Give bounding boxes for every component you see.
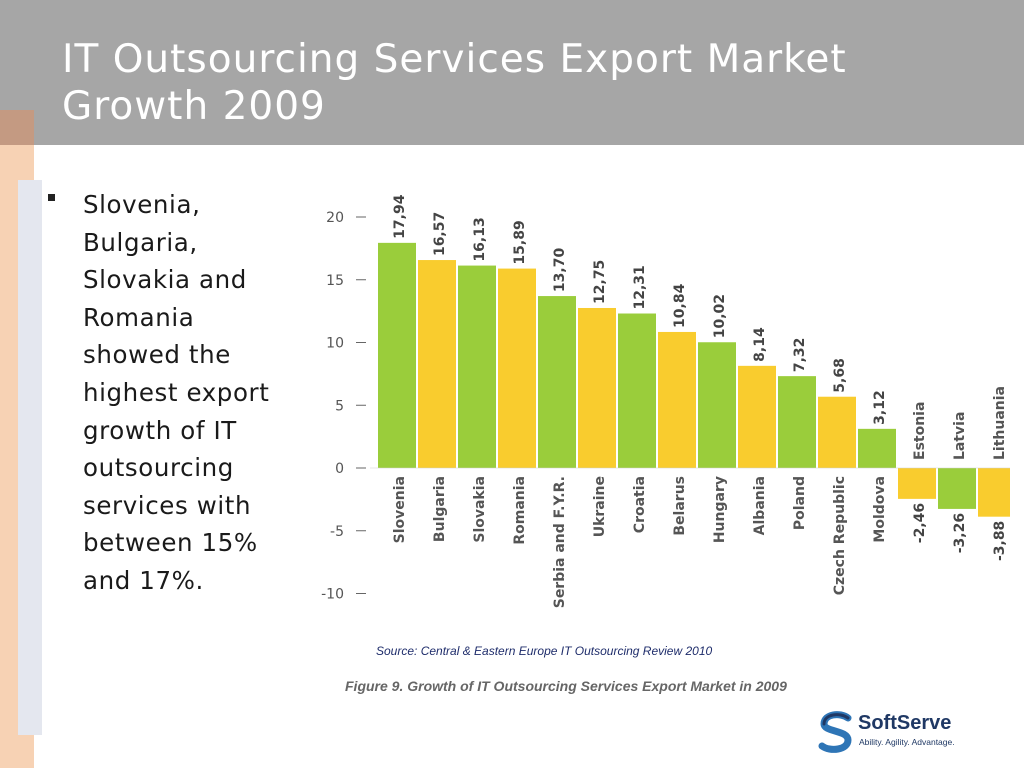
bar-value-label: 12,75: [592, 260, 608, 304]
bar-value-label: 10,84: [672, 283, 688, 328]
x-category-label: Albania: [752, 476, 768, 535]
bar: [818, 396, 856, 468]
y-tick-label: -10: [321, 587, 344, 603]
bar-value-label: 7,32: [792, 338, 808, 373]
bar-value-label: 16,13: [472, 217, 488, 261]
bar-value-label: 13,70: [552, 248, 568, 293]
bar-value-label: 17,94: [392, 194, 408, 239]
bar: [978, 468, 1010, 517]
bar-value-label: -3,88: [992, 521, 1008, 561]
x-category-label: Poland: [792, 476, 808, 530]
bar: [658, 331, 696, 468]
bar: [778, 376, 816, 468]
x-category-label: Ukraine: [592, 476, 608, 537]
bar: [698, 342, 736, 468]
bar-value-label: 16,57: [432, 212, 448, 256]
x-category-label: Latvia: [952, 412, 968, 460]
y-tick-label: 0: [335, 461, 344, 477]
title-line-1: IT Outsourcing Services Export Market: [62, 37, 847, 82]
y-tick-label: 15: [326, 273, 344, 289]
x-category-label: Romania: [512, 476, 528, 545]
bar-value-label: 10,02: [712, 294, 728, 338]
y-tick-label: 20: [326, 210, 344, 226]
bar-value-label: -2,46: [912, 503, 928, 543]
accent-block: [0, 110, 34, 145]
y-tick-label: 10: [326, 336, 344, 352]
softserve-logo: SoftServe Ability. Agility. Advantage.: [818, 708, 988, 756]
chart-source: Source: Central & Eastern Europe IT Outs…: [376, 644, 712, 658]
x-category-label: Czech Republic: [832, 476, 848, 595]
x-category-label: Hungary: [712, 476, 728, 543]
x-category-label: Estonia: [912, 402, 928, 460]
bar-value-label: 15,89: [512, 220, 528, 264]
bar: [458, 265, 496, 468]
inner-decor-strip: [18, 180, 42, 735]
bullet-square-icon: [48, 194, 55, 201]
x-category-label: Belarus: [672, 476, 688, 536]
bar-value-label: 12,31: [632, 265, 648, 309]
logo-tagline: Ability. Agility. Advantage.: [859, 737, 955, 747]
bar: [378, 242, 416, 468]
softserve-s-icon: [818, 711, 852, 753]
bar: [618, 313, 656, 468]
chart-caption: Figure 9. Growth of IT Outsourcing Servi…: [345, 678, 787, 694]
x-category-label: Croatia: [632, 476, 648, 533]
bar: [738, 365, 776, 468]
slide-title: IT Outsourcing Services Export Market Gr…: [62, 36, 962, 130]
title-line-2: Growth 2009: [62, 84, 326, 129]
bar-chart: 20 15 10 5 0 -5 -10 17,94 Slovenia 16,57 Bulgaria 1…: [321, 194, 1010, 694]
y-tick-label: -5: [330, 524, 344, 540]
x-category-label: Slovenia: [392, 476, 408, 543]
x-category-label: Slovakia: [472, 476, 488, 543]
x-category-label: Lithuania: [992, 386, 1008, 460]
y-tick-label: 5: [335, 398, 344, 414]
bar: [538, 296, 576, 468]
bar: [418, 260, 456, 468]
bar: [498, 268, 536, 468]
bar-value-label: 5,68: [832, 358, 848, 393]
title-bar: IT Outsourcing Services Export Market Gr…: [0, 0, 1024, 145]
bar-value-label: 3,12: [872, 390, 888, 425]
logo-name: SoftServe: [858, 712, 952, 734]
bullet-text: Slovenia, Bulgaria, Slovakia and Romania…: [83, 190, 270, 595]
bar-value-label: 8,14: [752, 327, 768, 362]
x-category-label: Serbia and F.Y.R.: [552, 476, 568, 608]
bar: [938, 468, 976, 509]
bar: [578, 307, 616, 468]
x-category-label: Moldova: [872, 476, 888, 543]
x-category-label: Bulgaria: [432, 476, 448, 542]
bar: [898, 468, 936, 499]
bar-value-label: -3,26: [952, 513, 968, 553]
bar: [858, 428, 896, 468]
